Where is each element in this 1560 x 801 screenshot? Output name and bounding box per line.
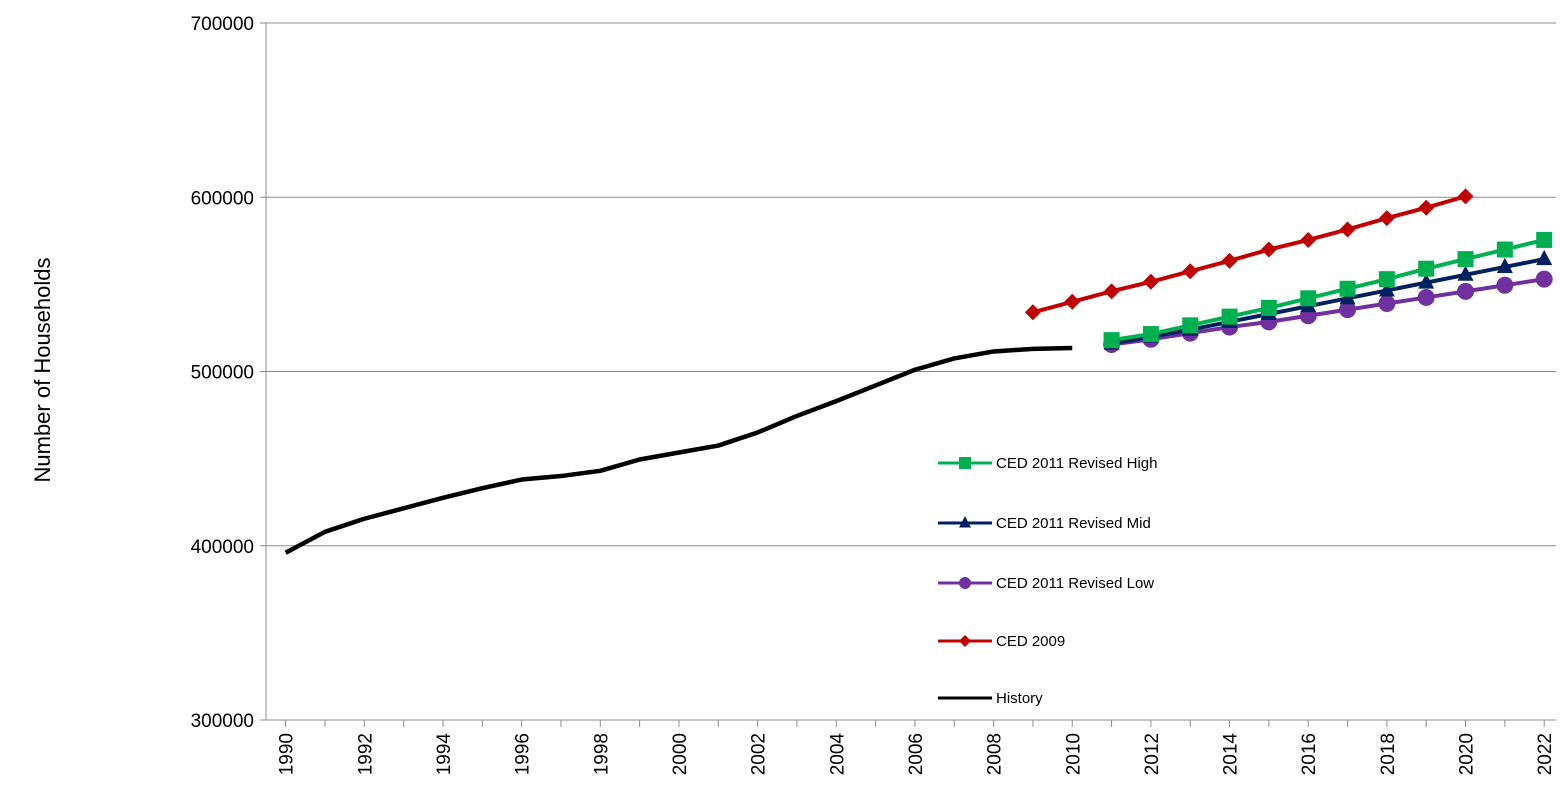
data-point-square [1378, 271, 1395, 288]
series-ced-2011-revised-low [1103, 270, 1553, 353]
data-point-square [1496, 241, 1513, 258]
data-point-circle [1457, 282, 1475, 300]
x-tick-label: 2012 [1142, 733, 1163, 775]
series-line [1032, 194, 1467, 315]
y-tick-label: 400000 [191, 537, 254, 558]
series-line [284, 345, 1073, 555]
data-point-diamond [1260, 241, 1277, 258]
data-point-circle [1496, 276, 1514, 294]
x-tick-label: 2014 [1221, 733, 1242, 776]
x-tick-label: 2006 [906, 733, 927, 775]
x-tick-label: 1992 [355, 733, 376, 775]
data-point-circle [1535, 270, 1553, 288]
x-tick-label: 2020 [1457, 733, 1478, 775]
data-point-diamond [1064, 293, 1081, 310]
data-point-circle [1417, 288, 1435, 306]
series-ced-2009 [1024, 188, 1474, 321]
y-tick-label: 300000 [191, 711, 254, 732]
data-point-diamond [1418, 199, 1435, 216]
series-history [284, 345, 1073, 555]
axes [260, 22, 1556, 727]
data-point-triangle [1536, 249, 1553, 266]
data-point-diamond [1024, 304, 1041, 321]
series-group [284, 188, 1553, 555]
series-ced-2011-revised-high [1103, 231, 1553, 349]
data-point-diamond [1300, 231, 1317, 248]
data-point-square [1182, 317, 1199, 334]
legend-entry: CED 2011 Revised High [938, 455, 1157, 472]
series-line [1111, 277, 1545, 347]
legend-entry: CED 2011 Revised Low [938, 575, 1154, 592]
legend-label: CED 2011 Revised Mid [996, 515, 1151, 532]
x-tick-label: 2022 [1535, 733, 1556, 775]
data-point-triangle [1418, 273, 1435, 289]
legend-entry: CED 2009 [938, 633, 1065, 650]
y-tick-label: 700000 [191, 14, 254, 35]
x-tick-label: 2016 [1299, 733, 1320, 775]
legend-label: CED 2009 [996, 633, 1065, 650]
data-point-circle [1339, 301, 1357, 319]
legend-label: CED 2011 Revised High [996, 455, 1157, 472]
data-point-diamond [1378, 210, 1395, 227]
x-tick-label: 2004 [827, 733, 848, 776]
x-tick-label: 2010 [1063, 733, 1084, 775]
x-tick-label: 2008 [985, 733, 1006, 775]
x-tick-label: 2000 [670, 733, 691, 775]
data-point-diamond [959, 635, 971, 647]
y-tick-labels: 300000 400000 500000 600000 700000 [191, 14, 254, 732]
data-point-diamond [1142, 273, 1159, 290]
data-point-square [1260, 299, 1277, 316]
x-tick-label: 2002 [749, 733, 770, 775]
data-point-circle [1378, 295, 1396, 313]
y-tick-label: 500000 [191, 363, 254, 384]
x-tick-label: 1998 [591, 733, 612, 775]
data-point-diamond [1182, 263, 1199, 280]
data-point-square [1103, 332, 1120, 349]
data-point-triangle [1378, 281, 1395, 297]
legend-entry: CED 2011 Revised Mid [938, 515, 1151, 532]
x-tick-label: 1996 [513, 733, 534, 775]
x-tick-label: 1994 [434, 733, 455, 776]
series-line [1111, 257, 1545, 346]
y-tick-label: 600000 [191, 188, 254, 209]
data-point-diamond [1457, 188, 1474, 205]
series-ced-2011-revised-mid [1103, 249, 1553, 350]
data-point-triangle [1457, 265, 1474, 281]
data-point-square [1221, 308, 1238, 325]
x-tick-label: 2018 [1378, 733, 1399, 775]
data-point-diamond [1339, 221, 1356, 238]
data-point-square [1418, 260, 1435, 277]
data-point-triangle [959, 516, 971, 528]
data-point-circle [959, 577, 971, 589]
data-point-square [1339, 280, 1356, 297]
data-point-square [1457, 251, 1474, 268]
data-point-square [1300, 290, 1317, 307]
legend-label: History [996, 690, 1043, 707]
data-point-triangle [1496, 257, 1513, 273]
x-tick-label: 1990 [277, 733, 298, 775]
data-point-diamond [1221, 252, 1238, 269]
legend-entry: History [938, 690, 1043, 707]
data-point-square [1536, 231, 1553, 248]
legend-label: CED 2011 Revised Low [996, 575, 1154, 592]
legend: CED 2011 Revised High CED 2011 Revised Mi… [938, 455, 1157, 707]
data-point-square [1142, 326, 1159, 343]
x-tick-labels: 1990 1992 1994 1996 1998 2000 2002 2004 2006 2008… [277, 733, 1557, 776]
data-point-diamond [1103, 283, 1120, 300]
y-axis-title: Number of Households [30, 257, 55, 482]
data-point-square [959, 457, 971, 469]
